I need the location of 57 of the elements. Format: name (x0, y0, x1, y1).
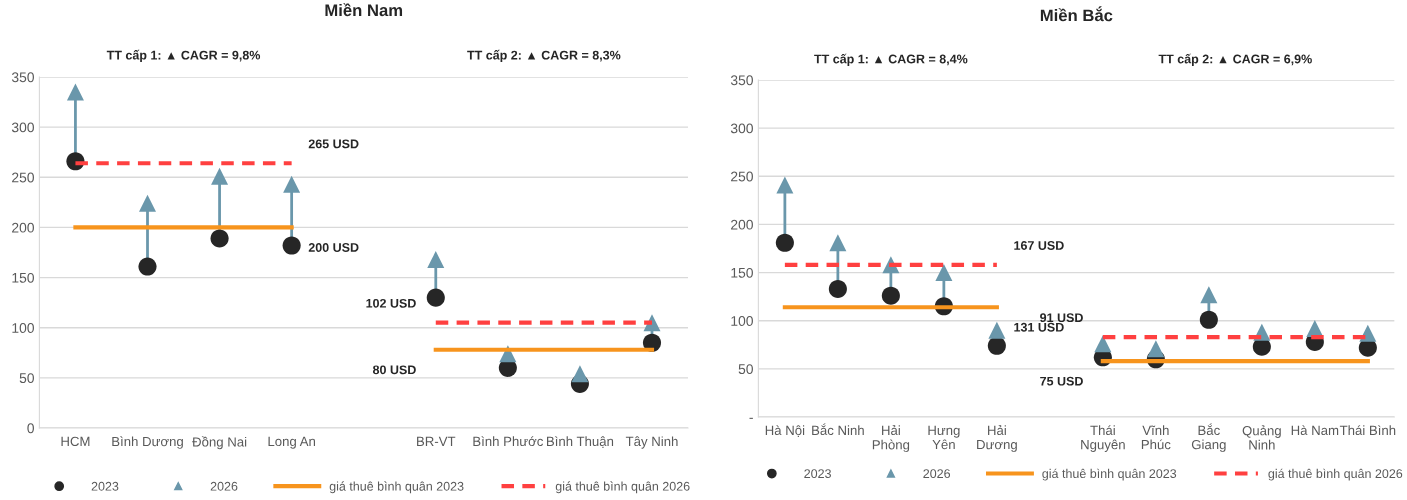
y-tick-label: - (749, 417, 753, 419)
legend-label: 2026 (210, 481, 238, 491)
annotation: 200 USD (308, 243, 359, 252)
x-tick-label: BR-VT (417, 436, 456, 446)
legend-label: giá thuê bình quân 2023 (329, 481, 464, 494)
x-tick-label: Bắc Ninh (812, 423, 864, 436)
x-tick-label: Quảng Ninh (1242, 425, 1281, 450)
annotation: 167 USD (1014, 241, 1064, 250)
legend-label: 2023 (804, 469, 831, 479)
y-tick-label: 300 (730, 123, 753, 134)
y-tick-label: 300 (11, 122, 34, 133)
x-tick-label: Bình Thuận (547, 436, 614, 448)
x-tick-label: Hải Phòng (872, 425, 910, 453)
x-tick-label: Đồng Nai (192, 436, 247, 450)
x-tick-label: Hưng Yên (928, 425, 960, 450)
y-tick-label: 200 (731, 219, 753, 230)
y-tick-label: 150 (731, 267, 753, 278)
y-tick-label: 150 (12, 272, 34, 283)
y-tick-label: 50 (19, 373, 34, 384)
x-tick-label: Bình Phước (473, 436, 544, 447)
legend-label: 2026 (923, 469, 951, 479)
y-tick-label: 250 (731, 171, 753, 182)
text: TT cấp 2: ▲ CAGR = 6,9% (1158, 53, 1312, 66)
y-tick-label: 200 (12, 222, 34, 233)
x-tick-label: Long An (268, 436, 315, 449)
x-tick-label: Tây Ninh (625, 436, 678, 449)
chart-title: Miền Bắc (1040, 6, 1113, 22)
x-tick-label: Thái Bình (1339, 425, 1396, 436)
x-tick-label: HCM (61, 436, 90, 447)
annotation: 75 USD (1040, 376, 1083, 386)
x-tick-label: Hà Nam (1291, 425, 1339, 436)
x-tick-label: Thái Nguyên (1081, 425, 1125, 452)
legend-label: giá thuê bình quân 2023 (1042, 468, 1177, 481)
x-tick-label: Vĩnh Phúc (1141, 425, 1171, 450)
y-tick-label: 0 (27, 423, 34, 434)
chart-title: Miền Nam (325, 3, 403, 17)
annotation: 91 USD (1040, 313, 1083, 323)
annotation: 80 USD (372, 365, 416, 375)
y-tick-label: 50 (738, 364, 753, 375)
y-tick-label: 350 (11, 72, 34, 83)
y-tick-label: 100 (731, 316, 753, 326)
y-tick-label: 250 (12, 172, 34, 183)
y-tick-label: 350 (730, 75, 753, 86)
x-tick-label: Bắc Giang (1191, 423, 1226, 452)
x-tick-label: Bình Dương (112, 436, 183, 449)
legend-label: giá thuê bình quân 2026 (1268, 468, 1403, 481)
legend-label: giá thuê bình quân 2026 (555, 481, 690, 494)
x-tick-label: Hải Dương (977, 425, 1017, 452)
legend-label: 2023 (91, 481, 119, 491)
annotation: 265 USD (308, 139, 359, 149)
x-tick-label: Hà Nội (765, 425, 805, 437)
annotation: 131 USD (1014, 322, 1064, 332)
text: TT cấp 1: ▲ CAGR = 8,4% (814, 53, 968, 66)
y-tick-label: 100 (12, 323, 34, 333)
text: TT cấp 1: ▲ CAGR = 9,8% (106, 49, 261, 63)
annotation: 102 USD (366, 298, 416, 308)
text: TT cấp 2: ▲ CAGR = 8,3% (467, 49, 621, 63)
